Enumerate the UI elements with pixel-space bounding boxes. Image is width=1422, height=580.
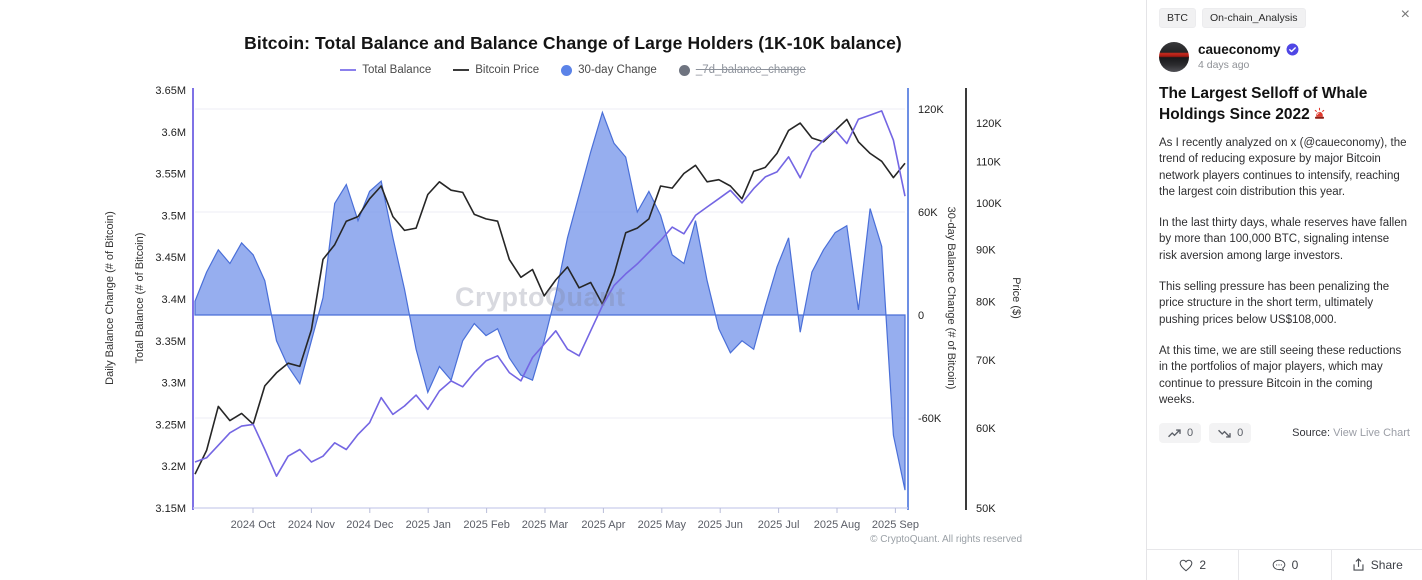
comment-icon xyxy=(1272,559,1286,572)
trend-down-icon xyxy=(1217,428,1232,439)
axis-tick-price: 50K xyxy=(976,503,996,515)
axis-tick-price: 110K xyxy=(976,156,1002,168)
axis-tick-change: -60K xyxy=(918,413,942,425)
axis-tick-left: 3.3M xyxy=(162,378,186,390)
axis-tick-x-label: 2025 Jun xyxy=(698,519,743,531)
share-label: Share xyxy=(1370,558,1403,572)
legend-label: _7d_balance_change xyxy=(695,64,806,76)
chart-plot-area[interactable]: 3.65M 3.6M 3.55M 3.5M 3.45M 3.4M 3.35M 3.3M 3.25… xyxy=(0,0,1146,580)
post-paragraph: This selling pressure has been penalizin… xyxy=(1159,281,1390,326)
source-label: Source: xyxy=(1292,427,1331,440)
axis-tick-left: 3.45M xyxy=(155,252,186,264)
axis-title-total-balance: Total Balance (# of Bitcoin) xyxy=(134,233,146,364)
upvote-count: 0 xyxy=(1187,427,1194,440)
legend-label: Bitcoin Price xyxy=(475,64,540,76)
axis-tick-left: 3.6M xyxy=(162,127,186,139)
siren-emoji-icon xyxy=(1313,107,1326,120)
axis-tick-change: 120K xyxy=(918,104,944,116)
legend-swatch-icon xyxy=(561,64,573,76)
post-paragraph: In the last thirty days, whale reserves … xyxy=(1159,217,1408,262)
source-link[interactable]: View Live Chart xyxy=(1333,427,1410,440)
legend-swatch-icon xyxy=(340,69,357,71)
legend-item--7d-balance-change[interactable]: _7d_balance_change xyxy=(678,64,806,76)
axis-tick-price: 120K xyxy=(976,118,1002,130)
axis-tick-left: 3.2M xyxy=(162,461,186,473)
downvote-count: 0 xyxy=(1237,427,1244,440)
tag-btc[interactable]: BTC xyxy=(1159,8,1196,28)
author-name-text: caueconomy xyxy=(1198,42,1281,57)
axis-tick-price: 60K xyxy=(976,423,996,435)
axis-tick-left: 3.15M xyxy=(155,503,186,515)
avatar[interactable] xyxy=(1159,42,1189,72)
axis-tick-left: 3.4M xyxy=(162,294,186,306)
legend-item-bitcoin-price[interactable]: Bitcoin Price xyxy=(453,64,539,76)
copyright-text: © CryptoQuant. All rights reserved xyxy=(870,534,1022,545)
author-name[interactable]: caueconomy xyxy=(1198,42,1299,57)
downvote-button[interactable]: 0 xyxy=(1209,423,1252,444)
axis-tick-left: 3.25M xyxy=(155,419,186,431)
axis-tick-x-label: 2024 Dec xyxy=(346,519,394,531)
axis-tick-x-label: 2025 Jan xyxy=(406,519,451,531)
axis-tick-change: 0 xyxy=(918,310,924,322)
axis-tick-price: 90K xyxy=(976,245,996,257)
chart-title: Bitcoin: Total Balance and Balance Chang… xyxy=(244,33,902,53)
comment-button[interactable]: 0 xyxy=(1238,550,1330,580)
axis-tick-x-label: 2025 May xyxy=(638,519,687,531)
axis-tick-x-label: 2025 Jul xyxy=(758,519,800,531)
source-line: Source: View Live Chart xyxy=(1292,427,1410,439)
insight-panel: BTC On-chain_Analysis × caueconomy 4 days… xyxy=(1146,0,1422,580)
comment-count: 0 xyxy=(1291,558,1299,572)
legend-swatch-icon xyxy=(678,64,690,76)
axis-title-price: Price ($) xyxy=(1010,277,1022,319)
axis-tick-price: 80K xyxy=(976,296,996,308)
axis-title-daily-balance-change: Daily Balance Change (# of Bitcoin) xyxy=(104,211,116,385)
axis-title-30day-change: 30-day Balance Change (# of Bitcoin) xyxy=(945,207,957,390)
legend-swatch-icon xyxy=(453,69,470,71)
heart-icon xyxy=(1179,559,1193,572)
axis-tick-x-label: 2024 Oct xyxy=(231,519,276,531)
verified-badge-icon xyxy=(1286,43,1299,56)
close-icon[interactable]: × xyxy=(1400,6,1410,23)
axis-tick-left: 3.5M xyxy=(162,210,186,222)
post-title-text: The Largest Selloff of Whale Holdings Si… xyxy=(1159,85,1368,123)
axis-tick-price: 100K xyxy=(976,198,1002,210)
legend-label: 30-day Change xyxy=(578,64,657,76)
axis-tick-x-label: 2024 Nov xyxy=(288,519,336,531)
axis-tick-x-label: 2025 Mar xyxy=(522,519,569,531)
series-total-balance-line xyxy=(194,110,906,477)
like-count: 2 xyxy=(1199,558,1206,572)
chart-legend: Total Balance Bitcoin Price 30-day Change _… xyxy=(0,64,1146,76)
axis-tick-x-label: 2025 Feb xyxy=(463,519,509,531)
post-title: The Largest Selloff of Whale Holdings Si… xyxy=(1159,84,1410,126)
axis-tick-price: 70K xyxy=(976,355,996,367)
post-footer-bar: 2 0 Share xyxy=(1147,549,1422,580)
axis-tick-left: 3.35M xyxy=(155,336,186,348)
tag-on-chain-analysis[interactable]: On-chain_Analysis xyxy=(1202,8,1306,28)
share-icon xyxy=(1352,558,1365,572)
axis-tick-left: 3.65M xyxy=(155,85,186,97)
series-bitcoin-price-line xyxy=(194,118,906,475)
tag-row: BTC On-chain_Analysis xyxy=(1159,8,1410,28)
axis-tick-x-label: 2025 Apr xyxy=(581,519,625,531)
post-action-row: 0 0 Source: View Live Chart xyxy=(1159,423,1410,444)
axis-tick-x-label: 2025 Sep xyxy=(872,519,919,531)
post-timestamp: 4 days ago xyxy=(1198,59,1250,71)
chart-panel: Bitcoin: Total Balance and Balance Chang… xyxy=(0,0,1146,580)
legend-item-total-balance[interactable]: Total Balance xyxy=(340,64,431,76)
post-paragraph: As I recently analyzed on x (@caueconomy… xyxy=(1159,136,1407,198)
axis-tick-x-label: 2025 Aug xyxy=(814,519,861,531)
share-button[interactable]: Share xyxy=(1330,550,1422,580)
trend-up-icon xyxy=(1167,428,1182,439)
author-row: caueconomy 4 days ago xyxy=(1159,42,1410,72)
axis-tick-left: 3.55M xyxy=(155,169,186,181)
axis-tick-change: 60K xyxy=(918,207,938,219)
like-button[interactable]: 2 xyxy=(1147,550,1238,580)
series-30day-change-area xyxy=(194,110,906,491)
legend-label: Total Balance xyxy=(362,64,432,76)
post-paragraph: At this time, we are still seeing these … xyxy=(1159,345,1402,407)
legend-item-30-day-change[interactable]: 30-day Change xyxy=(561,64,657,76)
post-body: As I recently analyzed on x (@caueconomy… xyxy=(1159,135,1410,409)
upvote-button[interactable]: 0 xyxy=(1159,423,1202,444)
